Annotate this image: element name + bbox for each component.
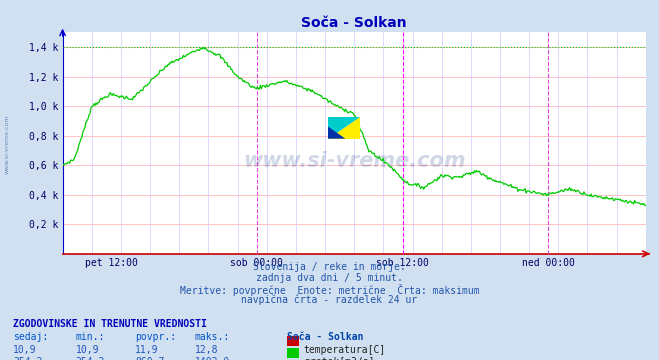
Text: povpr.:: povpr.: xyxy=(135,332,176,342)
Text: navpična črta - razdelek 24 ur: navpična črta - razdelek 24 ur xyxy=(241,294,418,305)
Text: 12,8: 12,8 xyxy=(194,345,218,355)
Text: zadnja dva dni / 5 minut.: zadnja dva dni / 5 minut. xyxy=(256,273,403,283)
Text: Meritve: povprečne  Enote: metrične  Črta: maksimum: Meritve: povprečne Enote: metrične Črta:… xyxy=(180,284,479,296)
Text: pretok[m3/s]: pretok[m3/s] xyxy=(304,357,374,360)
Text: Slovenija / reke in morje.: Slovenija / reke in morje. xyxy=(253,262,406,272)
Polygon shape xyxy=(328,117,360,139)
Text: www.si-vreme.com: www.si-vreme.com xyxy=(243,151,465,171)
Text: 860,7: 860,7 xyxy=(135,357,165,360)
Text: 10,9: 10,9 xyxy=(76,345,100,355)
Text: 354,2: 354,2 xyxy=(76,357,105,360)
Title: Soča - Solkan: Soča - Solkan xyxy=(301,16,407,30)
Text: temperatura[C]: temperatura[C] xyxy=(304,345,386,355)
Text: maks.:: maks.: xyxy=(194,332,229,342)
Text: ZGODOVINSKE IN TRENUTNE VREDNOSTI: ZGODOVINSKE IN TRENUTNE VREDNOSTI xyxy=(13,319,207,329)
Text: 10,9: 10,9 xyxy=(13,345,37,355)
Text: sedaj:: sedaj: xyxy=(13,332,48,342)
Text: min.:: min.: xyxy=(76,332,105,342)
Text: www.si-vreme.com: www.si-vreme.com xyxy=(5,114,10,174)
Text: 354,2: 354,2 xyxy=(13,357,43,360)
Text: 11,9: 11,9 xyxy=(135,345,159,355)
Polygon shape xyxy=(328,126,345,139)
Polygon shape xyxy=(328,117,360,139)
Text: Soča - Solkan: Soča - Solkan xyxy=(287,332,363,342)
Text: 1402,0: 1402,0 xyxy=(194,357,229,360)
